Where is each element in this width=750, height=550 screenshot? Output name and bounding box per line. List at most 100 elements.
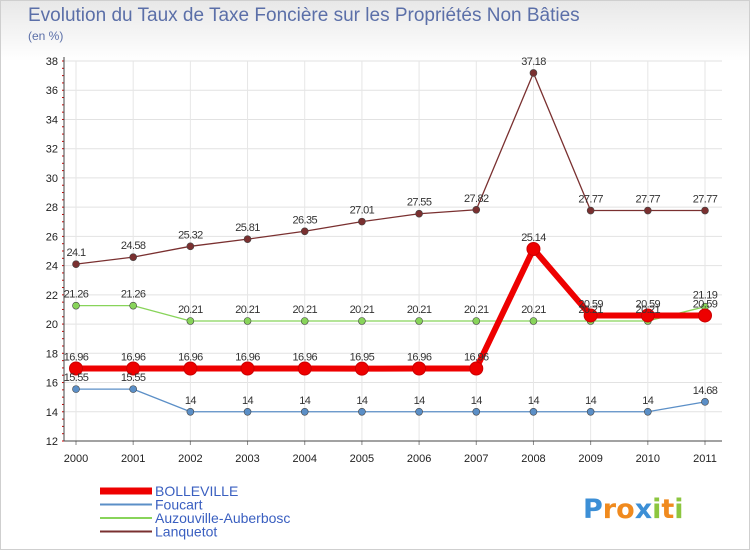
data-label-foucart: 14 [356,395,368,407]
data-label-foucart: 14 [642,395,654,407]
data-label-bolleville: 20.59 [693,298,718,310]
data-point-bolleville [640,308,655,323]
series-line-auzouville-auberbosc [76,305,706,322]
data-point-auzouville-auberbosc [529,317,538,325]
data-point-auzouville-auberbosc [72,301,80,310]
data-point-foucart [529,407,538,416]
legend-label-auzouville-auberbosc: Auzouville-Auberbosc [155,510,290,526]
x-tick-label: 2007 [464,453,488,465]
series-line-foucart [76,388,706,413]
y-tick-label: 38 [46,56,58,68]
data-label-lanquetot: 24.58 [121,240,146,252]
data-point-bolleville [698,308,712,323]
data-point-foucart [586,407,595,416]
data-point-foucart [701,398,709,406]
y-tick-label: 22 [46,290,58,302]
data-label-bolleville: 16.95 [350,352,375,364]
data-label-lanquetot: 27.77 [636,194,661,206]
data-label-foucart: 14 [242,395,254,407]
data-point-lanquetot [129,253,137,261]
data-point-lanquetot [529,69,538,77]
data-point-lanquetot [300,227,309,236]
data-label-lanquetot: 27.01 [350,205,375,217]
data-point-bolleville [412,361,427,376]
data-label-bolleville: 16.96 [407,352,432,364]
axes: 12 14 16 18 20 22 24 26 28 30 32 34 36 38 2000 2001 2002… [46,56,722,465]
x-tick-label: 2003 [235,453,259,465]
data-label-bolleville: 20.59 [578,298,603,310]
data-point-bolleville [354,361,369,376]
data-label-auzouville-auberbosc: 20.21 [235,304,260,316]
data-label-auzouville-auberbosc: 20.21 [636,304,661,316]
data-point-bolleville [469,361,484,376]
logo-letter: r [603,494,617,525]
data-point-auzouville-auberbosc [300,317,309,325]
y-tick-label: 32 [46,144,58,156]
y-tick-label: 12 [46,436,58,448]
data-label-foucart: 14 [585,395,597,407]
data-point-auzouville-auberbosc [358,317,366,325]
x-tick-label: 2006 [407,453,431,465]
x-tick-label: 2008 [521,453,545,465]
data-label-foucart: 15.55 [64,372,89,384]
data-point-lanquetot [701,206,709,215]
data-label-lanquetot: 27.77 [578,194,603,206]
data-label-foucart: 14 [185,395,197,407]
data-label-lanquetot: 24.1 [66,247,85,259]
series-line-lanquetot [75,72,705,265]
data-label-auzouville-auberbosc: 21.26 [121,289,146,301]
data-label-foucart: 14 [299,395,311,407]
data-label-auzouville-auberbosc: 20.21 [407,304,432,316]
data-point-lanquetot [644,206,652,215]
data-point-bolleville [126,361,141,376]
y-axis-unit-label: (en %) [28,29,64,43]
y-tick-label: 24 [46,261,58,273]
logo-letter: P [583,494,603,525]
data-point-foucart [472,407,481,416]
data-point-auzouville-auberbosc [415,317,423,325]
data-point-lanquetot [415,209,423,218]
y-tick-label: 28 [46,202,58,214]
y-tick-label: 30 [46,173,58,185]
data-point-auzouville-auberbosc [129,301,137,310]
data-label-foucart: 14.68 [693,385,718,397]
data-label-lanquetot: 25.32 [178,229,203,241]
data-label-bolleville: 16.96 [292,352,317,364]
data-label-bolleville: 25.14 [521,232,546,244]
data-label-lanquetot: 26.35 [292,214,317,226]
data-point-foucart [129,385,137,393]
x-tick-label: 2009 [578,453,602,465]
x-tick-label: 2010 [636,453,660,465]
data-point-auzouville-auberbosc [243,317,252,325]
data-point-lanquetot [72,260,80,268]
data-label-bolleville: 20.59 [636,298,661,310]
data-label-lanquetot: 27.55 [407,197,432,209]
data-point-lanquetot [586,206,595,215]
y-tick-label: 14 [46,407,58,419]
data-label-auzouville-auberbosc: 21.26 [64,289,89,301]
data-point-lanquetot [358,217,366,226]
data-label-auzouville-auberbosc: 20.21 [350,304,375,316]
x-tick-label: 2005 [350,453,374,465]
data-label-bolleville: 16.96 [464,352,489,364]
series-line-bolleville [76,245,705,372]
y-tick-label: 36 [46,85,58,97]
data-point-foucart [358,407,366,416]
data-point-auzouville-auberbosc [472,317,481,325]
x-tick-label: 2004 [292,453,316,465]
data-point-bolleville [183,361,198,376]
data-point-bolleville [297,361,312,376]
data-label-lanquetot: 27.77 [693,194,718,206]
data-point-foucart [243,407,252,416]
data-point-foucart [300,407,309,416]
legend-label-bolleville: BOLLEVILLE [155,483,238,499]
chart-title: Evolution du Taux de Taxe Foncière sur l… [28,5,580,26]
data-label-lanquetot: 25.81 [235,222,260,234]
data-label-bolleville: 16.96 [178,352,203,364]
data-point-foucart [415,407,423,416]
data-point-foucart [72,385,80,393]
data-point-bolleville [69,361,83,376]
x-tick-label: 2001 [121,453,145,465]
data-label-bolleville: 16.96 [64,352,89,364]
